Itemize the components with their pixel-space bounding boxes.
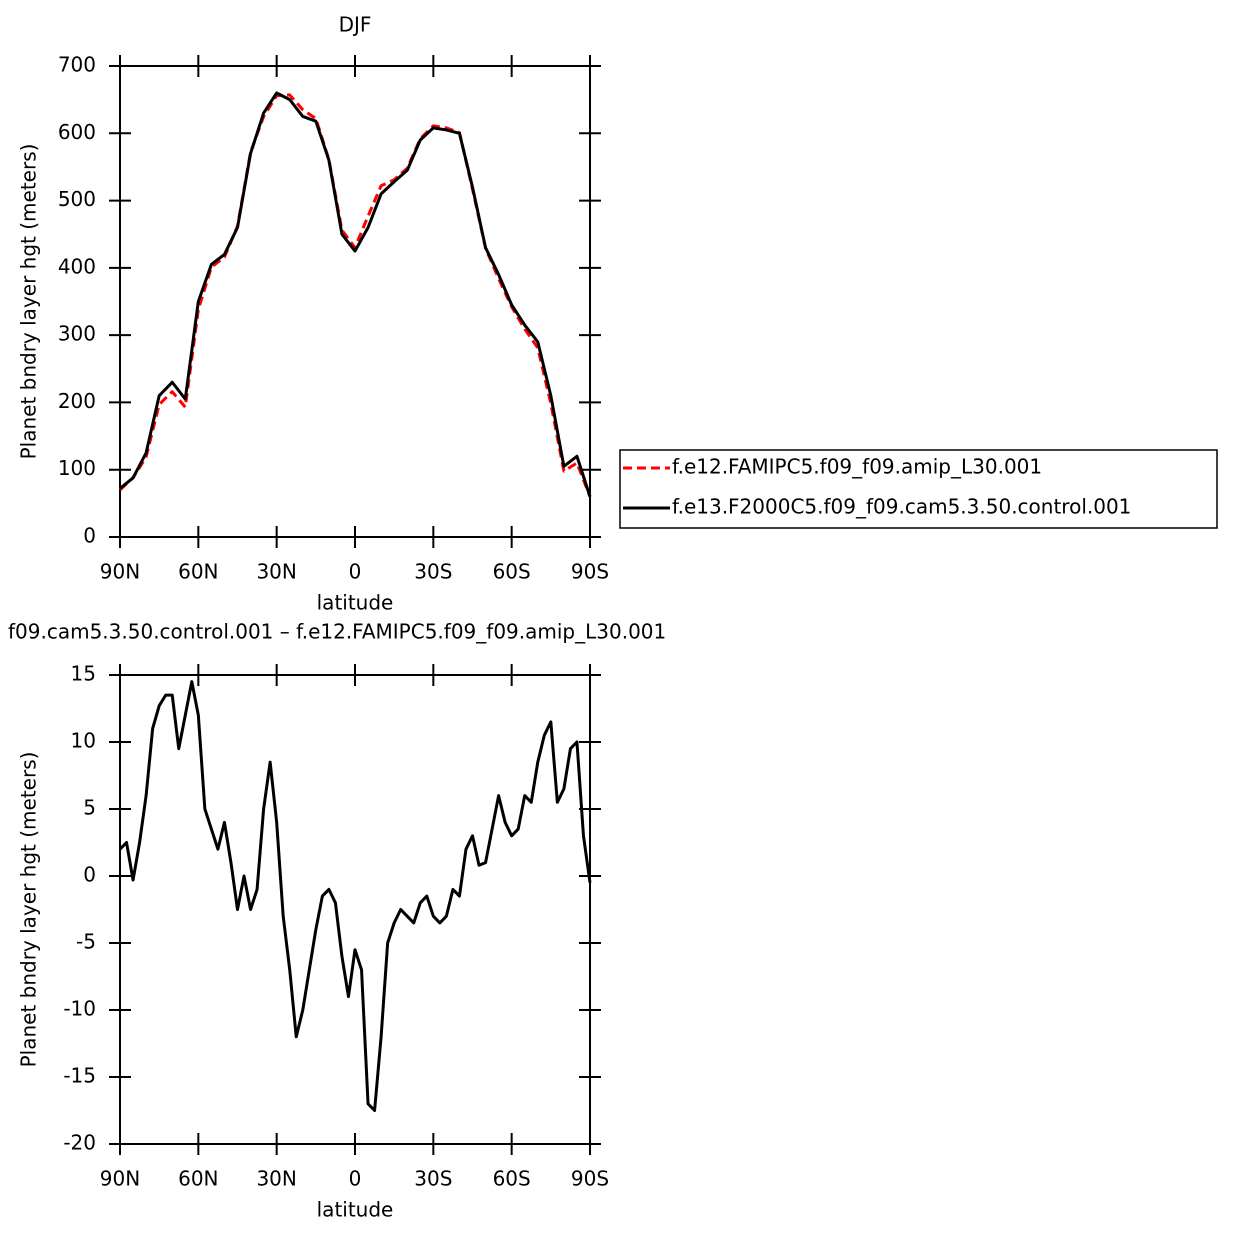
x-tick-label: 0 <box>349 1167 362 1191</box>
x-tick-label: 90S <box>571 1167 609 1191</box>
y-tick-label: 500 <box>58 187 96 211</box>
plot-frame <box>119 65 591 538</box>
y-tick-label: 15 <box>71 662 96 686</box>
legend-label: f.e13.F2000C5.f09_f09.cam5.3.50.control.… <box>672 495 1131 519</box>
y-tick-label: 0 <box>83 524 96 548</box>
y-axis-label: Planet bndry layer hgt (meters) <box>17 144 41 460</box>
legend-box <box>619 449 1218 529</box>
y-tick-label: 700 <box>58 53 96 77</box>
x-axis-label: latitude <box>317 591 394 615</box>
x-tick-label: 90S <box>571 560 609 584</box>
x-tick-label: 30S <box>414 1167 452 1191</box>
x-tick-label: 0 <box>349 560 362 584</box>
y-tick-label: 300 <box>58 322 96 346</box>
chart-title: f09.cam5.3.50.control.001 – f.e12.FAMIPC… <box>8 620 666 644</box>
data-line <box>118 680 592 1112</box>
x-tick-label: 90N <box>100 560 140 584</box>
x-tick-label: 60S <box>493 560 531 584</box>
x-tick-label: 60N <box>178 1167 218 1191</box>
y-tick-label: 600 <box>58 120 96 144</box>
y-tick-label: -10 <box>63 997 96 1021</box>
y-tick-label: 10 <box>71 729 96 753</box>
legend-label: f.e12.FAMIPC5.f09_f09.amip_L30.001 <box>672 455 1042 479</box>
x-tick-label: 60N <box>178 560 218 584</box>
x-axis-label: latitude <box>317 1198 394 1222</box>
data-line <box>119 91 592 498</box>
y-axis-label: Planet bndry layer hgt (meters) <box>17 752 41 1068</box>
x-tick-label: 60S <box>493 1167 531 1191</box>
y-tick-label: 0 <box>83 863 96 887</box>
y-tick-label: 400 <box>58 254 96 278</box>
y-tick-label: 200 <box>58 389 96 413</box>
y-tick-label: -20 <box>63 1131 96 1155</box>
y-tick-label: -5 <box>76 930 96 954</box>
x-tick-label: 30N <box>256 1167 296 1191</box>
plot-frame <box>119 674 591 1145</box>
chart-title: DJF <box>339 13 372 37</box>
x-tick-label: 30S <box>414 560 452 584</box>
x-tick-label: 30N <box>256 560 296 584</box>
y-tick-label: 100 <box>58 456 96 480</box>
y-tick-label: -15 <box>63 1064 96 1088</box>
x-tick-label: 90N <box>100 1167 140 1191</box>
y-tick-label: 5 <box>83 796 96 820</box>
